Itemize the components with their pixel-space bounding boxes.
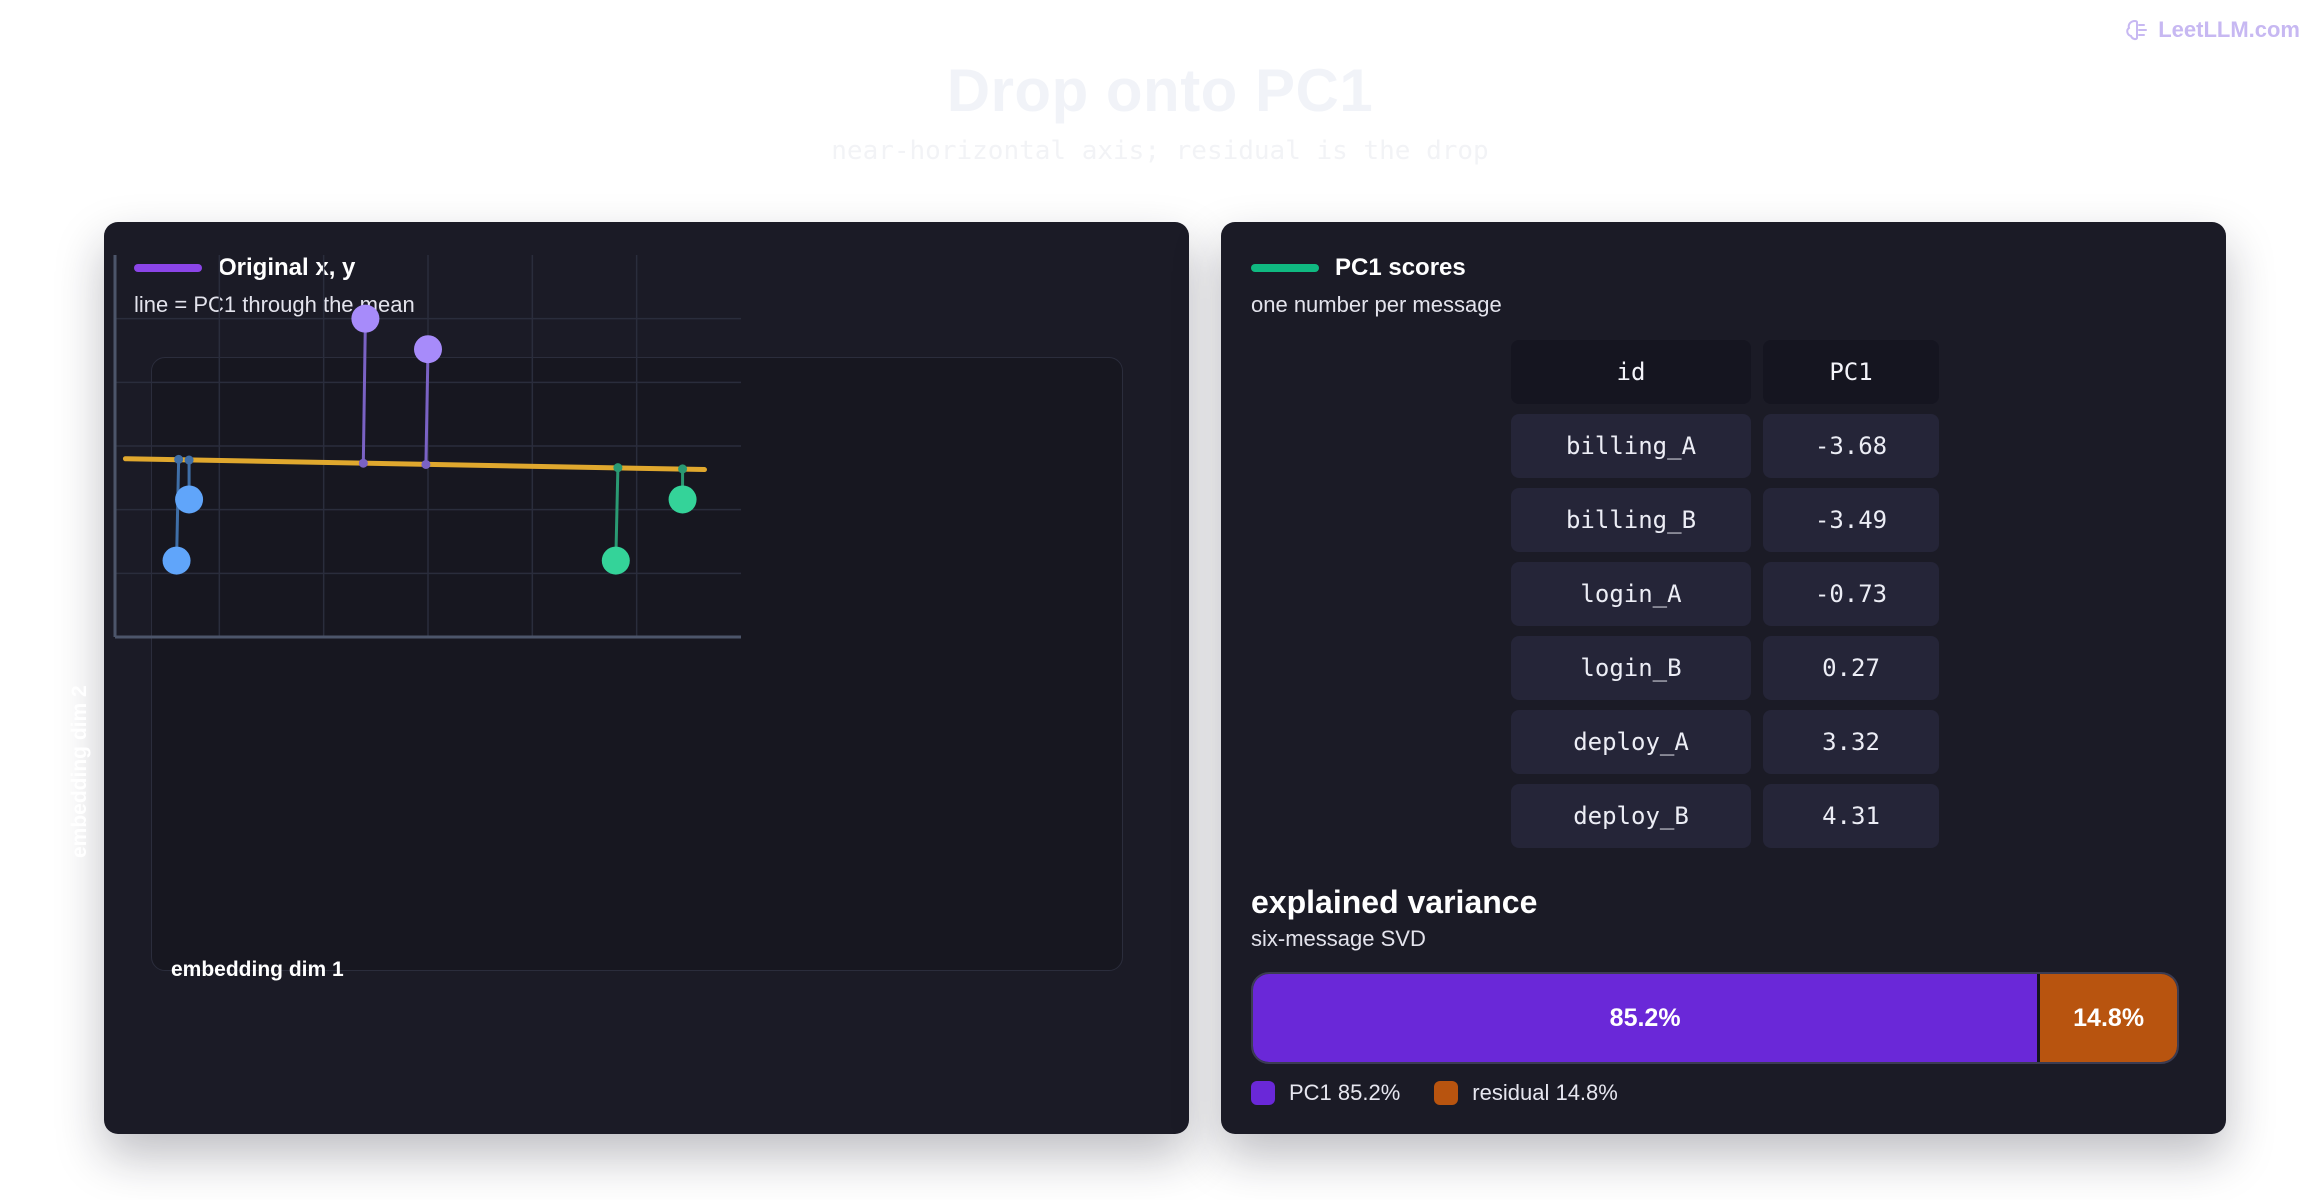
table-row: deploy_A 3.32: [1511, 710, 1939, 774]
y-axis-label: embedding dim 2: [68, 685, 91, 858]
explained-variance-subtitle: six-message SVD: [1251, 926, 1426, 951]
scores-panel-title: PC1 scores: [1335, 254, 1466, 281]
projection-panel-title: Original x, y: [218, 254, 356, 281]
legend-swatch-original: [134, 264, 202, 272]
row-pc1-cell: -3.68: [1763, 414, 1939, 478]
column-header-id: id: [1511, 340, 1751, 404]
pc1-swatch: [1251, 1081, 1275, 1105]
brain-icon: [2126, 19, 2148, 41]
scatter-plot: [113, 255, 741, 639]
residual-stem-billing_A: [175, 459, 181, 561]
residual-swatch: [1434, 1081, 1459, 1105]
data-point-deploy_B: [668, 485, 697, 514]
table-row: login_A -0.73: [1511, 562, 1939, 626]
residual-stem-login_B: [424, 349, 430, 465]
row-id-cell: deploy_B: [1511, 784, 1751, 848]
table-row: deploy_B 4.31: [1511, 784, 1939, 848]
row-id-cell: login_B: [1511, 636, 1751, 700]
row-id-cell: billing_A: [1511, 414, 1751, 478]
projection-point-deploy_B: [678, 464, 688, 474]
explained-variance-title: explained variance: [1251, 884, 1538, 920]
projection-point-login_B: [421, 459, 431, 469]
row-id-cell: billing_B: [1511, 488, 1751, 552]
data-point-login_B: [414, 335, 442, 364]
row-id-cell: login_A: [1511, 562, 1751, 626]
page-title: Drop onto PC1: [946, 57, 1374, 124]
legend-swatch-scores: [1251, 264, 1319, 272]
row-pc1-cell: 3.32: [1763, 710, 1939, 774]
residual-stem-deploy_A: [614, 467, 620, 561]
table-row: billing_B -3.49: [1511, 488, 1939, 552]
projection-point-login_A: [358, 458, 368, 468]
page-subtitle: near-horizontal axis; residual is the dr…: [831, 136, 1489, 166]
pc1-variance-segment: 85.2%: [1253, 974, 2041, 1062]
brand[interactable]: LeetLLM.com: [2124, 14, 2300, 46]
row-pc1-cell: 0.27: [1763, 636, 1939, 700]
scores-table: id PC1 billing_A -3.68 billing_B -3.49 l…: [1511, 340, 1939, 858]
legend-item-pc1: PC1 85.2%: [1251, 1080, 1400, 1106]
row-pc1-cell: -0.73: [1763, 562, 1939, 626]
legend-residual-label: residual 14.8%: [1472, 1080, 1618, 1105]
legend-pc1-label: PC1 85.2%: [1289, 1080, 1401, 1105]
table-row: login_B 0.27: [1511, 636, 1939, 700]
projection-panel: Original x, y line = PC1 through the mea…: [68, 222, 1189, 1134]
scores-panel-subtitle: one number per message: [1251, 292, 1502, 317]
data-point-billing_A: [162, 546, 191, 575]
scores-panel: PC1 scores one number per message id PC1…: [1221, 222, 2226, 1134]
projection-point-deploy_A: [613, 463, 623, 473]
explained-variance-bar: 85.2% 14.8%: [1251, 972, 2179, 1064]
brand-label: LeetLLM.com: [2158, 17, 2300, 42]
table-row: billing_A -3.68: [1511, 414, 1939, 478]
projection-legend: Original x, y: [134, 254, 355, 282]
legend-item-residual: residual 14.8%: [1434, 1080, 1618, 1106]
column-header-pc1: PC1: [1763, 340, 1939, 404]
x-axis-label: embedding dim 1: [171, 958, 344, 981]
data-point-billing_B: [175, 485, 204, 514]
row-pc1-cell: -3.49: [1763, 488, 1939, 552]
explained-variance-legend: PC1 85.2% residual 14.8%: [1251, 1080, 1642, 1106]
residual-variance-segment: 14.8%: [2040, 974, 2177, 1062]
row-pc1-cell: 4.31: [1763, 784, 1939, 848]
data-point-login_A: [351, 304, 380, 333]
row-id-cell: deploy_A: [1511, 710, 1751, 774]
data-point-deploy_A: [601, 546, 630, 575]
projection-point-billing_A: [174, 454, 184, 464]
residual-stem-login_A: [361, 318, 367, 464]
projection-point-billing_B: [184, 455, 194, 465]
pc1-line: [122, 456, 707, 473]
table-header-row: id PC1: [1511, 340, 1939, 404]
scores-legend: PC1 scores: [1251, 254, 1466, 282]
